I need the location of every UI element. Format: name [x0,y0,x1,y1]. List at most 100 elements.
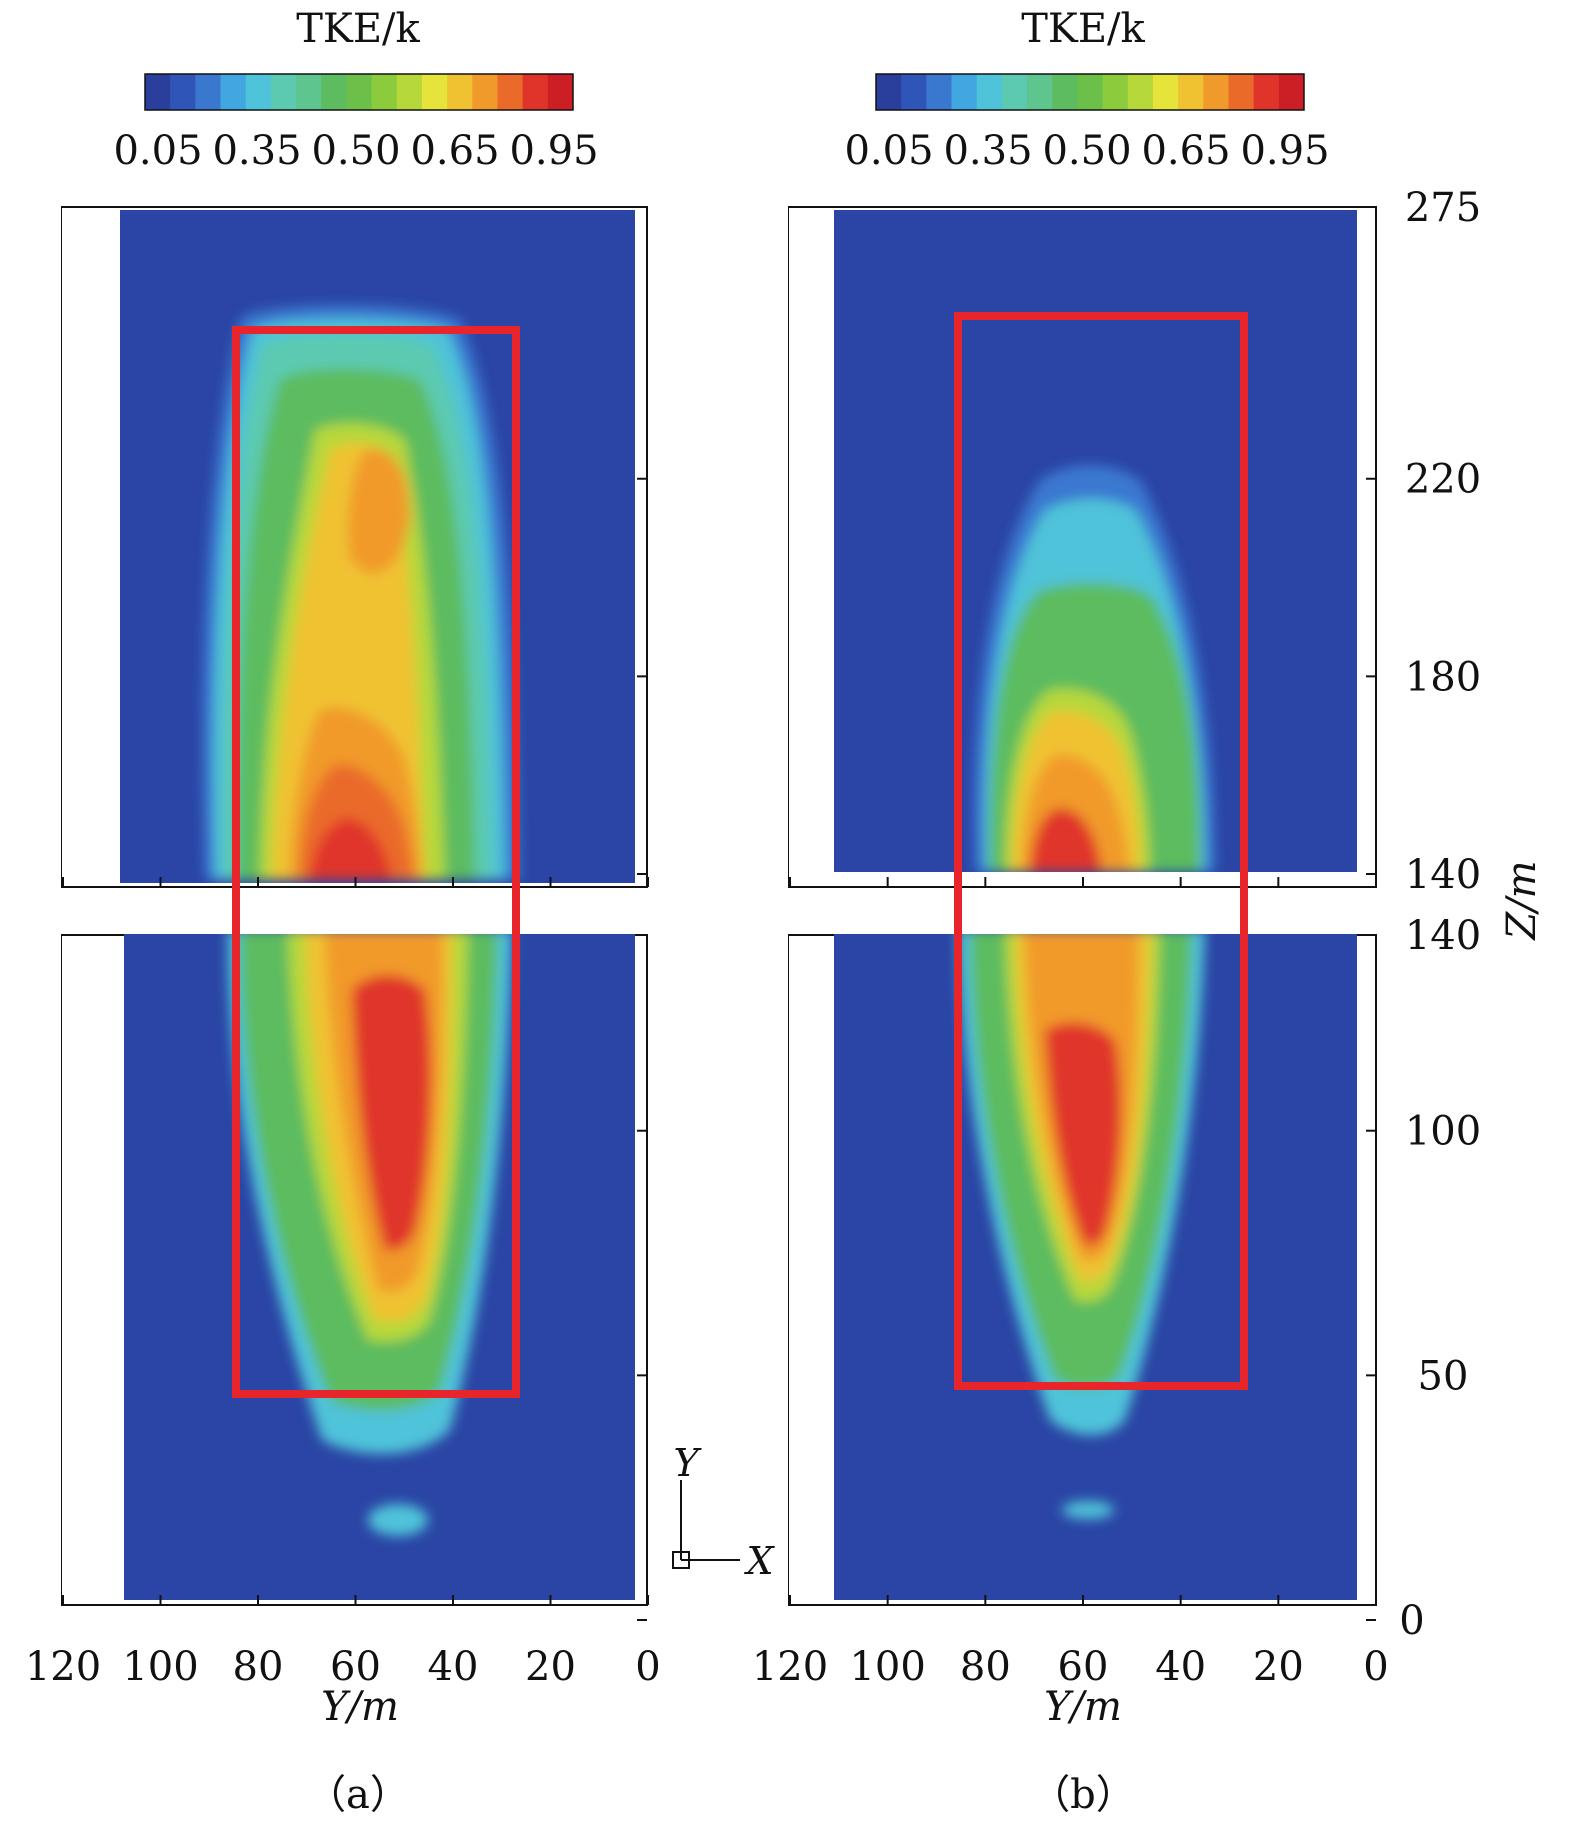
panel-a-lower-white-strip [62,936,124,1604]
colorbar-swatch [1228,74,1255,110]
colorbar-b: TKE/k 0.05 0.35 0.50 0.65 0.95 [844,6,1329,174]
turbine-region-a [232,326,520,1398]
colorbar-swatch [447,74,473,110]
y-tick-labels: 275 220 180 140 140 100 50 0 [1399,185,1481,1644]
colorbar-swatch [1027,74,1053,110]
colorbar-tick-label: 0.35 [212,128,301,174]
panel-a-ticks [62,206,649,1621]
colorbar-swatch [547,74,574,110]
coordinate-triad: Y X [672,1441,775,1583]
y-tick-label: 0 [1399,1598,1424,1644]
colorbar-swatch [421,74,448,110]
y-tick-label: 100 [1405,1109,1481,1155]
x-axis-label-a: Y/m [321,1684,399,1730]
colorbar-swatch [296,74,322,110]
colorbar-swatch [1253,74,1280,110]
colorbar-swatch [876,74,902,110]
y-tick-label: 180 [1405,654,1481,700]
colorbar-a: TKE/k 0.05 0.35 0.50 0.65 0.95 [113,6,598,174]
colorbar-tick-label: 0.65 [410,128,499,174]
triad-y-label: Y [673,1441,702,1485]
colorbar-tick-label: 0.50 [311,128,400,174]
turbine-region-b [954,312,1248,1390]
x-tick-label: 80 [233,1644,284,1690]
panel-a-upper-white-strip [62,208,120,886]
colorbar-title: TKE/k [296,6,420,52]
colorbar-tick-label: 0.95 [509,128,598,174]
x-tick-label: 40 [1155,1644,1206,1690]
x-tick-labels: 120 120 100 100 80 80 60 60 40 40 20 20 0 0 [25,1644,1389,1690]
colorbar-swatch [1127,74,1154,110]
colorbar-swatch [170,74,196,110]
panel-b-ticks [789,206,1377,1621]
colorbar-tick-label: 0.65 [1141,128,1230,174]
colorbar-swatch [1102,74,1129,110]
x-tick-label: 20 [525,1644,576,1690]
panel-b-upper-white-strip [789,208,834,886]
colorbar-swatch [1152,74,1179,110]
x-tick-label: 80 [960,1644,1011,1690]
colorbar-tick-label: 0.50 [1042,128,1131,174]
panel-a-lower-field [124,930,635,1600]
y-tick-label: 140 [1405,913,1481,959]
colorbar-title: TKE/k [1021,6,1145,52]
colorbar-swatch [1178,74,1204,110]
colorbar-swatch [270,74,297,110]
colorbar-swatch [195,74,222,110]
panel-a-gap [62,888,647,934]
colorbar-tick-label: 0.05 [844,128,933,174]
colorbar-swatch [396,74,423,110]
colorbar-swatch [497,74,524,110]
colorbar-swatch [951,74,978,110]
caption-b: （b） [1030,1772,1136,1818]
y-axis-label: Z/m [1499,860,1545,941]
y-tick-label: 50 [1418,1353,1469,1399]
colorbar-tick-labels: 0.05 0.35 0.50 0.65 0.95 [113,128,598,174]
colorbar-swatch [472,74,498,110]
triad-x-label: X [743,1539,775,1583]
y-tick-label: 220 [1405,457,1481,503]
colorbar-border [144,73,574,111]
colorbar-tick-label: 0.35 [943,128,1032,174]
colorbar-swatch [901,74,927,110]
colorbar-swatches [144,73,574,111]
colorbar-swatch [220,74,247,110]
colorbar-swatch [926,74,953,110]
colorbar-swatch [1077,74,1104,110]
x-tick-label: 60 [330,1644,381,1690]
x-tick-label: 40 [428,1644,479,1690]
colorbar-swatch [522,74,549,110]
y-tick-label: 140 [1405,852,1481,898]
colorbar-swatches [875,73,1305,111]
colorbar-swatch [1001,74,1028,110]
colorbar-swatch [1052,74,1078,110]
x-tick-label: 120 [752,1644,828,1690]
panel-b-lower-field [834,930,1357,1600]
colorbar-swatch [145,74,171,110]
colorbar-border [875,73,1305,111]
x-tick-label: 60 [1058,1644,1109,1690]
x-tick-label: 100 [122,1644,198,1690]
caption-a: （a） [306,1772,410,1818]
panel-b-lower-white-strip [789,936,834,1604]
x-tick-label: 0 [635,1644,660,1690]
x-tick-label: 120 [25,1644,101,1690]
panel-b-upper-field [834,210,1357,872]
colorbar-swatch [1278,74,1305,110]
colorbar-swatch [245,74,272,110]
x-tick-label: 100 [849,1644,925,1690]
y-tick-label: 275 [1405,185,1481,231]
panel-b-gap [789,888,1376,934]
colorbar-tick-label: 0.05 [113,128,202,174]
colorbar-swatch [321,74,347,110]
x-tick-label: 0 [1363,1644,1388,1690]
colorbar-swatch [371,74,398,110]
panel-b [788,206,1377,1621]
colorbar-tick-label: 0.95 [1240,128,1329,174]
colorbar-swatch [1203,74,1229,110]
panel-a-upper-field [120,210,635,883]
colorbar-swatch [976,74,1003,110]
x-axis-label-b: Y/m [1044,1684,1122,1730]
x-tick-label: 20 [1253,1644,1304,1690]
